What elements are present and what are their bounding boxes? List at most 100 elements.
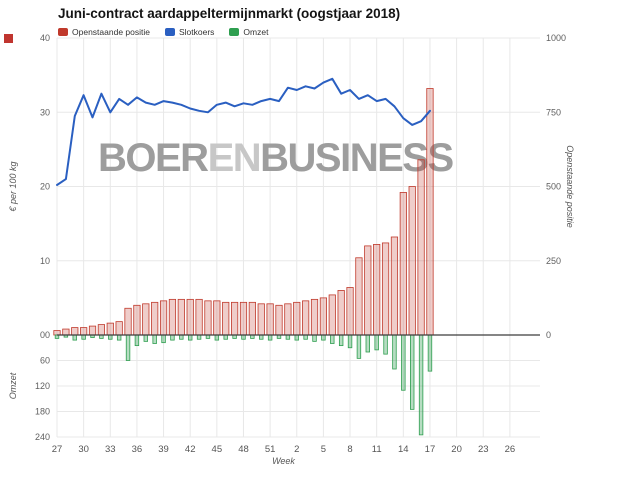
open-interest-bar[interactable] bbox=[204, 300, 212, 336]
omzet-bar[interactable] bbox=[356, 334, 362, 359]
week-tick: 14 bbox=[398, 444, 409, 455]
gridlines bbox=[56, 37, 540, 438]
omzet-bar[interactable] bbox=[72, 334, 77, 341]
omzet-bar[interactable] bbox=[143, 334, 148, 342]
price-tick: 20 bbox=[40, 182, 50, 192]
omzet-bar[interactable] bbox=[312, 334, 317, 342]
omzet-bar[interactable] bbox=[401, 334, 406, 391]
open-interest-bar[interactable] bbox=[364, 245, 372, 336]
omzet-tick: 120 bbox=[35, 381, 50, 391]
omzet-bar[interactable] bbox=[152, 334, 157, 344]
open-interest-bar[interactable] bbox=[88, 325, 97, 336]
open-interest-bar[interactable] bbox=[373, 244, 381, 336]
series-openstaande-positie[interactable] bbox=[53, 88, 434, 336]
open-interest-bar[interactable] bbox=[213, 300, 221, 336]
price-axis-title: € per 100 kg bbox=[8, 161, 18, 211]
week-axis-title: Week bbox=[272, 456, 295, 466]
open-interest-bar[interactable] bbox=[133, 304, 141, 336]
open-interest-bar[interactable] bbox=[62, 328, 70, 336]
open-interest-tick: 750 bbox=[546, 107, 561, 117]
open-interest-bar[interactable] bbox=[293, 301, 301, 336]
open-interest-bar[interactable] bbox=[266, 303, 274, 336]
open-interest-bar[interactable] bbox=[248, 301, 256, 336]
omzet-bar[interactable] bbox=[383, 334, 388, 355]
week-tick: 23 bbox=[478, 444, 489, 455]
week-tick: 39 bbox=[158, 444, 169, 455]
open-interest-bar[interactable] bbox=[151, 301, 159, 336]
open-interest-bar[interactable] bbox=[381, 242, 390, 336]
open-interest-bar[interactable] bbox=[124, 307, 132, 336]
open-interest-bar[interactable] bbox=[230, 301, 239, 336]
week-tick: 33 bbox=[105, 444, 116, 455]
open-interest-bar[interactable] bbox=[426, 88, 434, 336]
open-interest-bar[interactable] bbox=[302, 300, 310, 336]
open-interest-bar[interactable] bbox=[159, 300, 168, 336]
open-interest-bar[interactable] bbox=[80, 327, 88, 336]
omzet-bar[interactable] bbox=[267, 334, 273, 341]
omzet-bar[interactable] bbox=[134, 334, 140, 347]
open-interest-bar[interactable] bbox=[257, 303, 265, 336]
open-interest-bar[interactable] bbox=[195, 298, 203, 336]
omzet-tick: 180 bbox=[35, 407, 50, 417]
omzet-bar[interactable] bbox=[365, 334, 370, 353]
open-interest-bar[interactable] bbox=[53, 330, 61, 336]
legend-swatch-blue bbox=[164, 28, 175, 36]
open-interest-bar[interactable] bbox=[346, 287, 354, 336]
open-interest-bar[interactable] bbox=[399, 192, 407, 336]
omzet-bar[interactable] bbox=[170, 334, 175, 341]
open-interest-bar[interactable] bbox=[71, 327, 79, 336]
omzet-bar[interactable] bbox=[116, 334, 122, 341]
week-tick: 11 bbox=[372, 444, 382, 455]
omzet-bar[interactable] bbox=[427, 334, 433, 372]
week-tick: 30 bbox=[78, 444, 89, 455]
legend-item-slotkoers[interactable]: Slotkoers bbox=[164, 27, 214, 37]
open-interest-bar[interactable] bbox=[355, 257, 363, 336]
omzet-bar[interactable] bbox=[294, 334, 299, 341]
open-interest-tick: 1000 bbox=[546, 33, 566, 43]
open-interest-tick: 500 bbox=[546, 182, 561, 192]
open-interest-bar[interactable] bbox=[115, 321, 123, 336]
open-interest-tick: 250 bbox=[546, 256, 561, 266]
omzet-tick: 0 bbox=[40, 330, 45, 340]
open-interest-bar[interactable] bbox=[328, 294, 336, 336]
open-interest-bar[interactable] bbox=[337, 290, 345, 336]
open-interest-bar[interactable] bbox=[177, 298, 185, 336]
omzet-bar[interactable] bbox=[187, 334, 193, 341]
legend-item-openstaande-positie[interactable]: Openstaande positie bbox=[58, 27, 150, 37]
omzet-bar[interactable] bbox=[330, 334, 335, 344]
open-interest-bar[interactable] bbox=[168, 298, 177, 336]
open-interest-bar[interactable] bbox=[319, 297, 328, 336]
omzet-bar[interactable] bbox=[409, 334, 415, 410]
open-interest-bar[interactable] bbox=[417, 159, 425, 336]
omzet-bar[interactable] bbox=[347, 334, 353, 349]
omzet-bar[interactable] bbox=[338, 334, 344, 347]
open-interest-bar[interactable] bbox=[106, 322, 114, 336]
open-interest-bar[interactable] bbox=[284, 303, 292, 336]
omzet-bar[interactable] bbox=[125, 334, 131, 361]
price-tick: 30 bbox=[40, 107, 50, 117]
omzet-bar[interactable] bbox=[321, 334, 326, 341]
omzet-bar[interactable] bbox=[161, 334, 166, 344]
open-interest-bar[interactable] bbox=[310, 298, 319, 336]
open-interest-bar[interactable] bbox=[239, 301, 248, 336]
open-interest-bar[interactable] bbox=[142, 303, 150, 336]
open-interest-bar[interactable] bbox=[390, 236, 399, 336]
open-interest-bar[interactable] bbox=[222, 301, 230, 336]
open-interest-tick: 0 bbox=[546, 330, 551, 340]
open-interest-bar[interactable] bbox=[275, 304, 283, 336]
omzet-bar[interactable] bbox=[392, 334, 397, 370]
omzet-bar[interactable] bbox=[374, 334, 379, 351]
omzet-bar[interactable] bbox=[214, 334, 220, 341]
open-interest-bar[interactable] bbox=[186, 298, 194, 336]
week-tick: 5 bbox=[321, 444, 326, 455]
open-interest-bar[interactable] bbox=[408, 186, 416, 336]
week-tick: 51 bbox=[265, 444, 276, 455]
chart-title: Juni-contract aardappeltermijnmarkt (oog… bbox=[58, 6, 401, 21]
boerenbusiness-watermark: BOERENBUSINESS bbox=[98, 136, 453, 180]
week-tick: 42 bbox=[185, 444, 196, 455]
omzet-bar[interactable] bbox=[418, 334, 424, 436]
open-interest-bar[interactable] bbox=[97, 324, 105, 336]
slotkoers-line[interactable] bbox=[56, 77, 431, 186]
week-tick: 45 bbox=[212, 444, 223, 455]
legend-item-omzet[interactable]: Omzet bbox=[229, 27, 268, 37]
